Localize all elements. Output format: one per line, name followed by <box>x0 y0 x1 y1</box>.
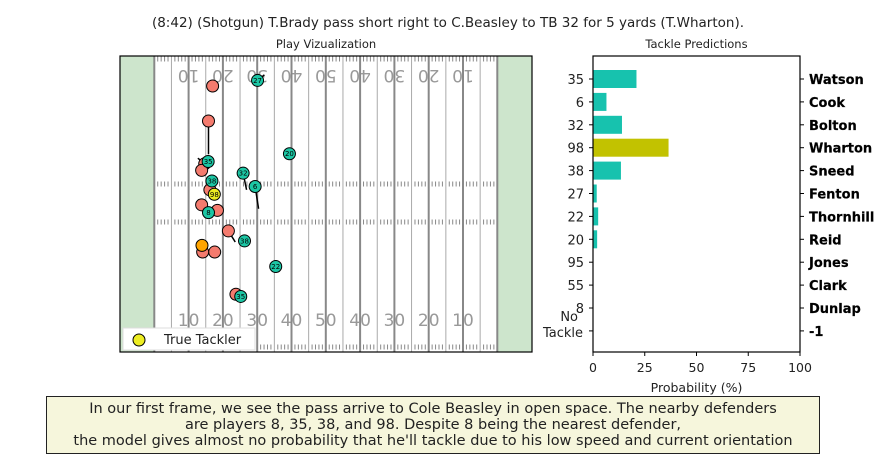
left-tick-label: 35 <box>567 73 584 88</box>
yard-number-top: 20 <box>418 65 440 85</box>
defense-player-marker <box>201 206 215 220</box>
left-tick-label: 32 <box>567 119 584 134</box>
right-tick-label: -1 <box>809 325 823 340</box>
jersey-number: 38 <box>240 237 249 245</box>
caption-line: In our first frame, we see the pass arri… <box>89 401 777 417</box>
left-tick-label: 38 <box>567 165 584 180</box>
yard-number-bottom: 20 <box>418 311 440 331</box>
left-tick-label: 20 <box>567 233 584 248</box>
jersey-number: 27 <box>253 77 262 85</box>
x-tick-label: 50 <box>689 360 705 375</box>
legend-box <box>122 327 256 351</box>
yard-number-bottom: 30 <box>246 311 268 331</box>
caption-box: In our first frame, we see the pass arri… <box>46 396 820 454</box>
yard-number-bottom: 10 <box>452 311 474 331</box>
defense-player-marker <box>236 166 250 180</box>
yard-number-bottom: 20 <box>212 311 234 331</box>
defense-player-marker <box>251 73 265 87</box>
probability-bar <box>593 230 598 249</box>
jersey-number: 20 <box>285 150 294 158</box>
left-tick-label: 98 <box>567 142 584 157</box>
legend-marker <box>132 333 146 347</box>
caption-line: the model gives almost no probability th… <box>73 433 793 449</box>
legend-label: True Tackler <box>163 333 242 348</box>
right-tick-label: Jones <box>808 256 849 271</box>
left-tick-label: 6 <box>576 96 584 111</box>
jersey-number: 32 <box>239 170 248 178</box>
x-tick-label: 0 <box>589 360 597 375</box>
field-chart-title: Play Vizualization <box>275 37 377 51</box>
right-tick-label: Bolton <box>809 119 857 134</box>
offense-player-marker <box>201 114 215 128</box>
x-tick-label: 25 <box>637 360 653 375</box>
yard-number-bottom: 30 <box>384 311 406 331</box>
jersey-number: 8 <box>206 209 210 217</box>
ball_carrier-player-marker <box>195 238 209 252</box>
defense-player-marker <box>234 289 248 303</box>
tackle-chart-title: Tackle Predictions <box>645 37 748 51</box>
jersey-number: 38 <box>207 177 216 185</box>
jersey-number: 6 <box>253 183 258 191</box>
x-axis-label: Probability (%) <box>651 380 743 395</box>
figure-title: (8:42) (Shotgun) T.Brady pass short righ… <box>151 15 745 31</box>
defense-player-marker <box>282 147 296 161</box>
probability-bar <box>593 70 637 88</box>
probability-bar <box>593 161 621 180</box>
right-tick-label: Wharton <box>809 142 872 157</box>
right-tick-label: Clark <box>809 279 847 294</box>
yard-number-top: 20 <box>212 65 234 85</box>
probability-bar <box>593 207 599 226</box>
defense-player-marker <box>201 155 215 169</box>
probability-bar <box>593 115 622 134</box>
yard-number-bottom: 10 <box>178 311 200 331</box>
offense-player-marker <box>208 245 222 259</box>
jersey-number: 35 <box>236 293 245 301</box>
yard-number-bottom: 40 <box>349 311 371 331</box>
left-tick-label: 27 <box>567 188 584 203</box>
left-tick-label: 95 <box>567 256 584 271</box>
right-tick-label: Sneed <box>809 165 855 180</box>
right-tick-label: Thornhill <box>809 210 874 225</box>
bar-chart-frame <box>592 55 801 353</box>
probability-bar <box>593 184 597 203</box>
jersey-number: 98 <box>210 191 219 199</box>
yard-number-top: 30 <box>384 65 406 85</box>
defense-player-marker <box>205 174 219 188</box>
probability-bar <box>593 92 607 111</box>
field-frame <box>119 55 533 353</box>
offense-player-marker <box>206 79 220 93</box>
yard-number-top: 10 <box>452 65 474 85</box>
caption-line: are players 8, 35, 38, and 98. Despite 8… <box>184 417 682 433</box>
offense-player-marker <box>195 163 209 177</box>
yard-number-bottom: 50 <box>315 311 337 331</box>
x-tick-label: 100 <box>788 360 812 375</box>
left-tick-label: 8 <box>576 302 584 317</box>
right-tick-label: Watson <box>809 73 864 88</box>
right-tick-label: Cook <box>809 96 845 111</box>
right-endzone <box>497 56 532 352</box>
jersey-number: 22 <box>271 263 280 271</box>
right-tick-label: Reid <box>809 233 842 248</box>
offense-player-marker <box>221 224 235 238</box>
true_tackler-player-marker <box>207 187 221 201</box>
defense-player-marker <box>248 180 262 194</box>
left-tick-label: 22 <box>567 210 584 225</box>
jersey-number: 35 <box>204 158 213 166</box>
left-endzone <box>120 56 155 352</box>
defense-player-marker <box>269 259 283 273</box>
x-tick-label: 75 <box>740 360 756 375</box>
left-tick-label: 55 <box>567 279 584 294</box>
right-tick-label: Dunlap <box>809 302 861 317</box>
yard-number-bottom: 40 <box>281 311 303 331</box>
yard-number-top: 50 <box>315 65 337 85</box>
right-tick-label: Fenton <box>809 188 860 203</box>
yard-number-top: 10 <box>178 65 200 85</box>
probability-bar <box>593 138 669 157</box>
defense-player-marker <box>238 234 252 248</box>
yard-number-top: 40 <box>349 65 371 85</box>
yard-number-top: 40 <box>281 65 303 85</box>
left-tick-label: No Tackle <box>542 310 583 341</box>
